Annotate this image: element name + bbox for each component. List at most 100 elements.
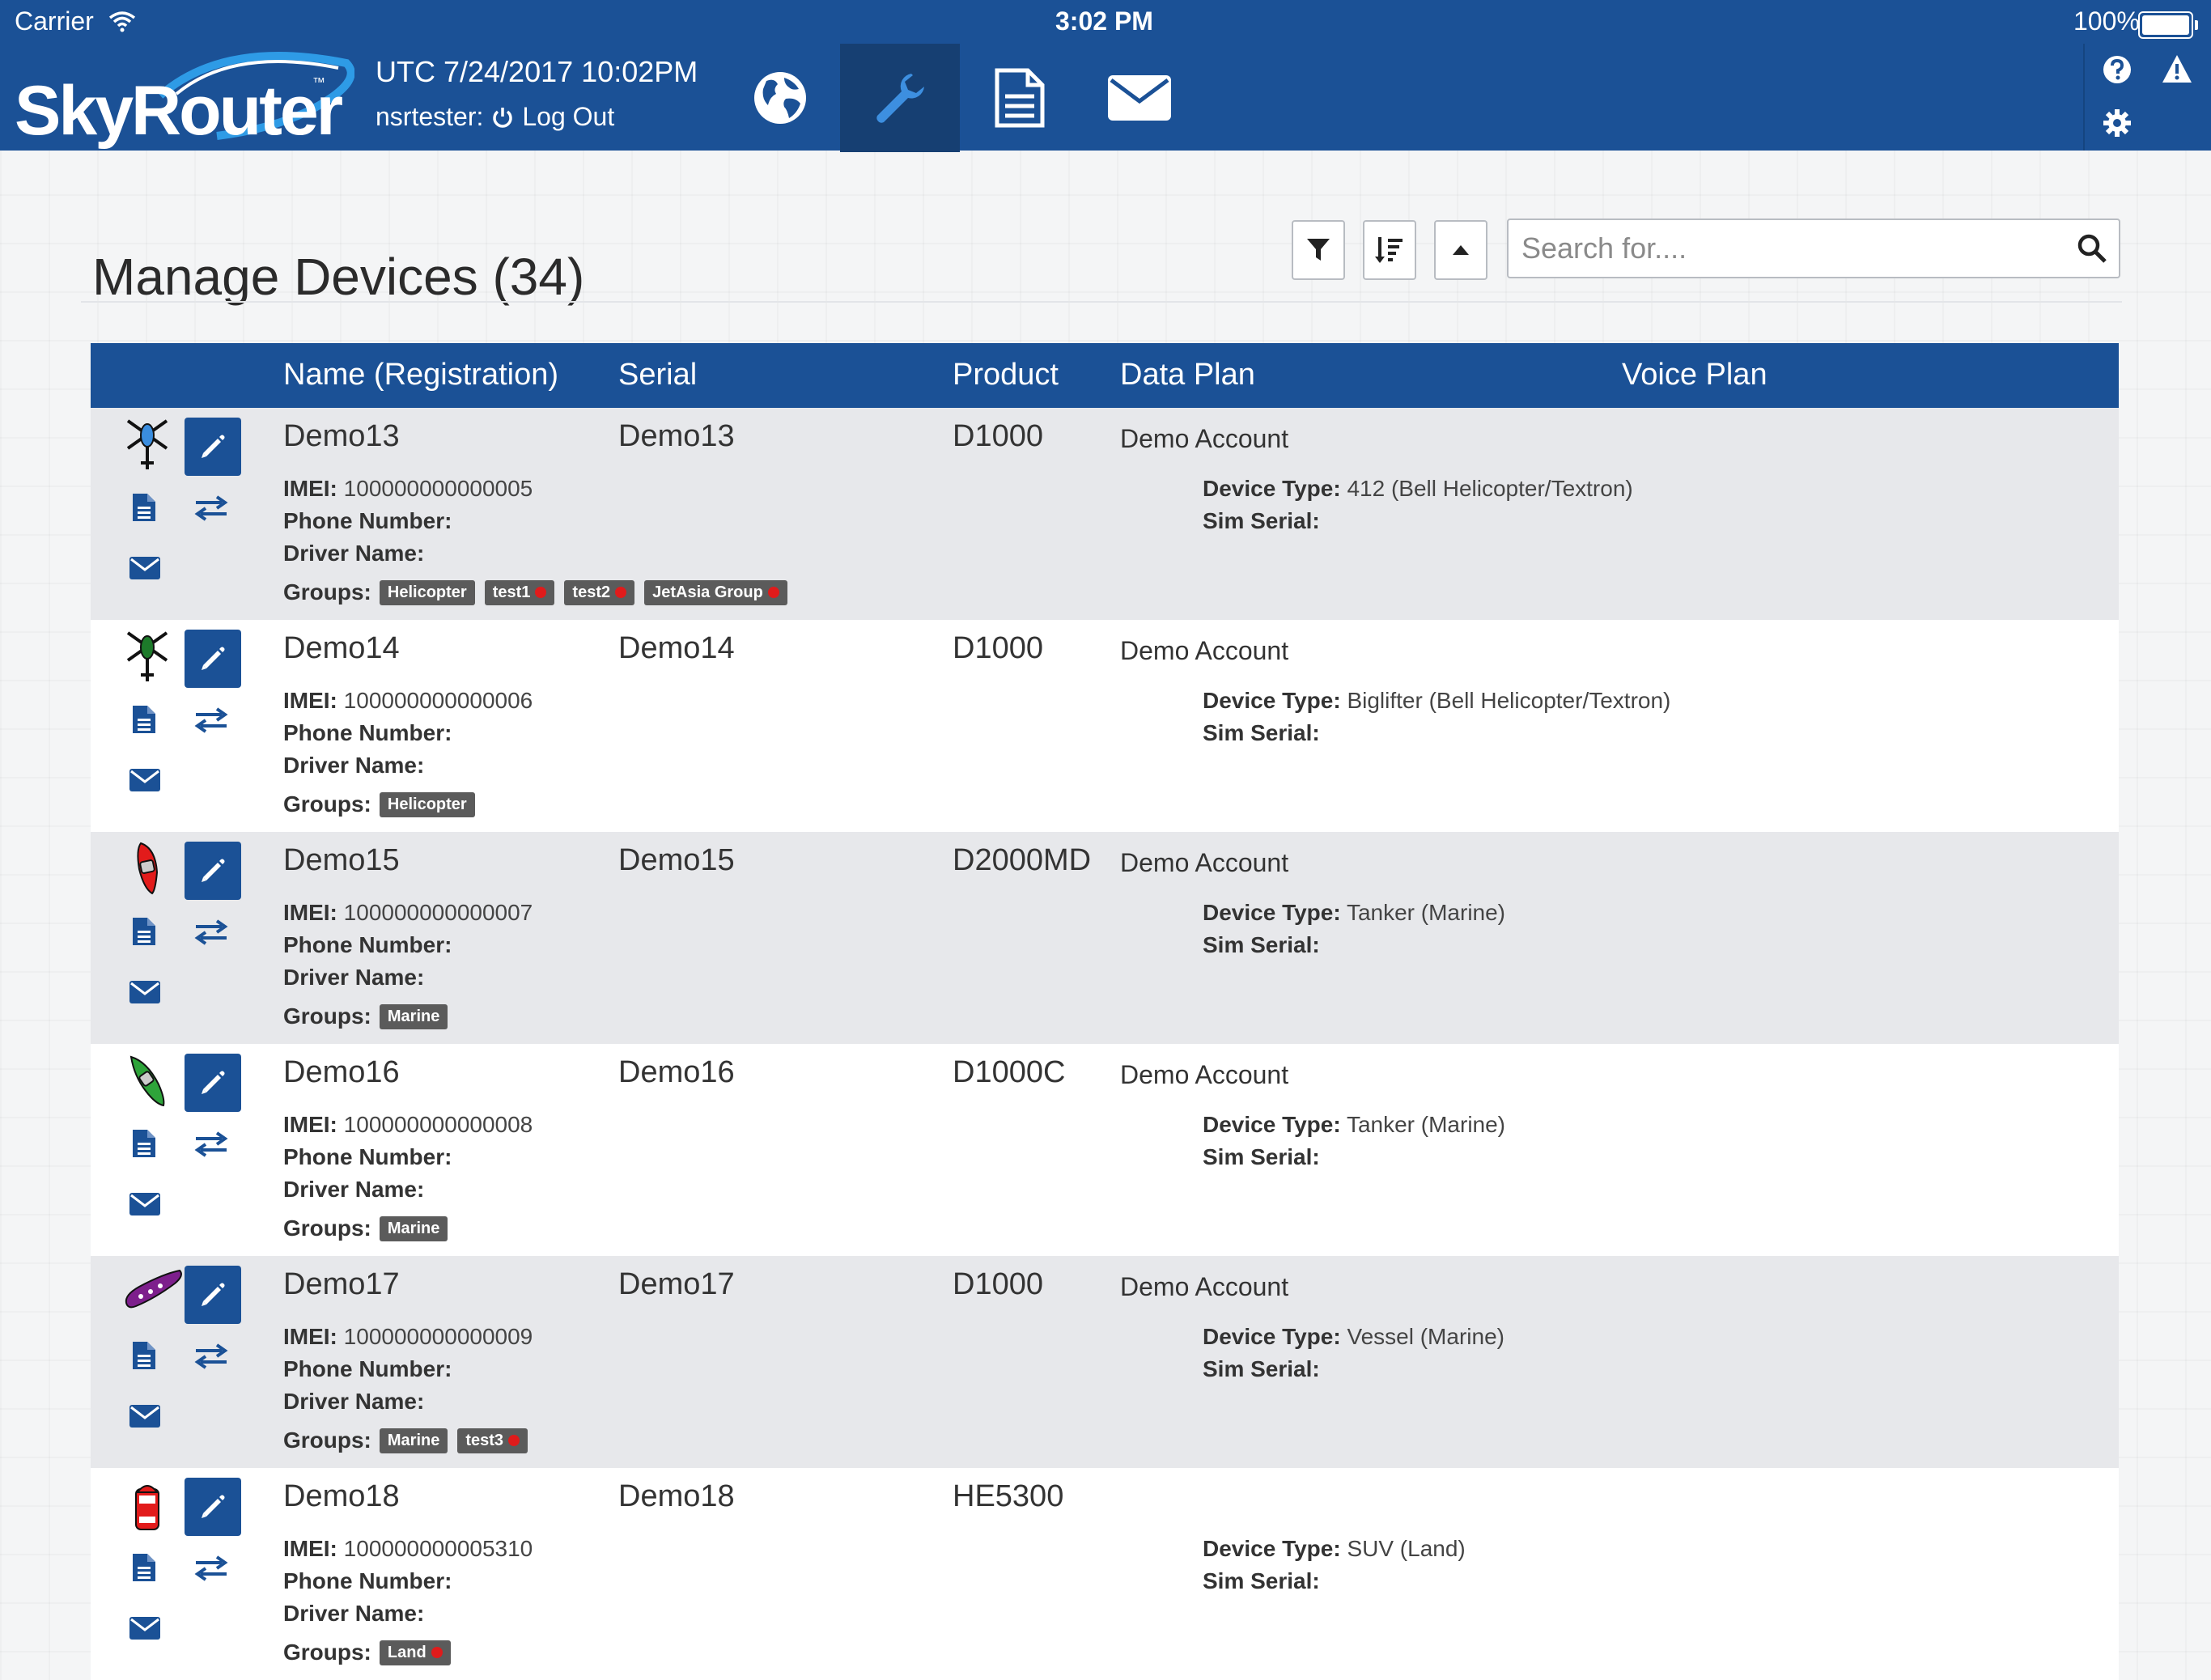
- search-input[interactable]: [1520, 228, 2057, 269]
- group-tag[interactable]: Helicopter: [379, 791, 475, 817]
- power-icon[interactable]: [491, 105, 514, 129]
- nav-manage-button[interactable]: [840, 44, 960, 152]
- phone-line: Phone Number:: [283, 1568, 452, 1593]
- document-icon[interactable]: [131, 1552, 157, 1583]
- car-red-icon: [135, 1485, 159, 1530]
- group-tag[interactable]: Marine: [379, 1003, 448, 1029]
- device-product: HE5300: [953, 1479, 1064, 1513]
- document-icon: [995, 68, 1045, 128]
- device-name[interactable]: Demo18: [283, 1479, 400, 1513]
- document-icon[interactable]: [131, 1340, 157, 1371]
- transfer-icon[interactable]: [194, 919, 228, 945]
- envelope-icon[interactable]: [129, 1193, 160, 1215]
- device-name[interactable]: Demo17: [283, 1267, 400, 1301]
- driver-line: Driver Name:: [283, 1177, 425, 1202]
- envelope-icon[interactable]: [129, 769, 160, 791]
- remove-tag-icon[interactable]: [535, 587, 547, 598]
- envelope-icon[interactable]: [129, 1405, 160, 1428]
- envelope-icon[interactable]: [129, 1617, 160, 1640]
- imei-line: IMEI: 100000000005310: [283, 1536, 533, 1561]
- table-row: Demo13 Demo13 D1000 Demo Account IMEI: 1…: [91, 408, 2119, 620]
- helicopter-blue-icon: [123, 416, 172, 473]
- nav-reports-button[interactable]: [960, 44, 1080, 152]
- nav-map-button[interactable]: [720, 44, 840, 152]
- col-data-plan-header[interactable]: Data Plan: [1120, 358, 1255, 392]
- device-serial: Demo14: [618, 631, 735, 665]
- vessel-purple-icon: [125, 1269, 182, 1309]
- group-tag[interactable]: test3: [457, 1428, 528, 1453]
- nav-messages-button[interactable]: [1080, 44, 1199, 152]
- pencil-icon: [202, 1495, 225, 1518]
- group-tag[interactable]: Helicopter: [379, 579, 475, 605]
- device-data-plan: Demo Account: [1120, 848, 1289, 877]
- table-header: Name (Registration) Serial Product Data …: [91, 343, 2119, 408]
- col-name-header[interactable]: Name (Registration): [283, 358, 558, 392]
- sort-icon: [1375, 237, 1403, 263]
- globe-icon: [754, 72, 806, 124]
- device-type-line: Device Type: 412 (Bell Helicopter/Textro…: [1203, 476, 1633, 501]
- edit-button[interactable]: [185, 418, 241, 476]
- groups-line: Groups: Marine test3: [283, 1428, 533, 1453]
- table-row: Demo14 Demo14 D1000 Demo Account IMEI: 1…: [91, 620, 2119, 832]
- sim-serial-line: Sim Serial:: [1203, 1568, 1320, 1593]
- transfer-icon[interactable]: [194, 707, 228, 733]
- remove-tag-icon[interactable]: [508, 1435, 520, 1446]
- document-icon[interactable]: [131, 492, 157, 523]
- clock-label: 3:02 PM: [1055, 6, 1153, 36]
- edit-button[interactable]: [185, 1478, 241, 1536]
- table-row: Demo16 Demo16 D1000C Demo Account IMEI: …: [91, 1044, 2119, 1256]
- col-serial-header[interactable]: Serial: [618, 358, 698, 392]
- group-tag[interactable]: test1: [484, 579, 555, 605]
- edit-button[interactable]: [185, 842, 241, 900]
- device-type-line: Device Type: SUV (Land): [1203, 1536, 1466, 1561]
- groups-line: Groups: Helicopter test1 test2 JetAsia Group: [283, 579, 792, 605]
- remove-tag-icon[interactable]: [767, 587, 779, 598]
- phone-line: Phone Number:: [283, 508, 452, 533]
- transfer-icon[interactable]: [194, 495, 228, 521]
- edit-button[interactable]: [185, 1054, 241, 1112]
- transfer-icon[interactable]: [194, 1555, 228, 1581]
- device-serial: Demo15: [618, 843, 735, 877]
- envelope-icon[interactable]: [129, 557, 160, 579]
- edit-button[interactable]: [185, 630, 241, 688]
- device-name[interactable]: Demo16: [283, 1055, 400, 1089]
- remove-tag-icon[interactable]: [615, 587, 627, 598]
- group-tag[interactable]: test2: [564, 579, 635, 605]
- group-tag[interactable]: Marine: [379, 1428, 448, 1453]
- col-voice-plan-header[interactable]: Voice Plan: [1622, 358, 1768, 392]
- sort-button[interactable]: [1363, 220, 1416, 280]
- group-tag[interactable]: Land: [379, 1640, 451, 1665]
- transfer-icon[interactable]: [194, 1131, 228, 1157]
- settings-gear-icon[interactable]: [2103, 108, 2132, 138]
- filter-button[interactable]: [1292, 220, 1345, 280]
- helicopter-green-icon: [123, 628, 172, 685]
- skyrouter-logo[interactable]: SkyRouter ™: [15, 47, 354, 150]
- device-name[interactable]: Demo15: [283, 843, 400, 877]
- collapse-button[interactable]: [1434, 220, 1487, 280]
- transfer-icon[interactable]: [194, 1343, 228, 1369]
- group-tag[interactable]: JetAsia Group: [644, 579, 787, 605]
- help-icon[interactable]: [2103, 55, 2132, 84]
- device-product: D1000: [953, 1267, 1043, 1301]
- document-icon[interactable]: [131, 704, 157, 735]
- remove-tag-icon[interactable]: [431, 1647, 443, 1658]
- imei-line: IMEI: 100000000000007: [283, 900, 533, 925]
- groups-line: Groups: Marine: [283, 1003, 452, 1029]
- user-line: nsrtester: Log Out: [376, 102, 614, 132]
- edit-button[interactable]: [185, 1266, 241, 1324]
- phone-line: Phone Number:: [283, 932, 452, 957]
- helicopter-blue-icon: [126, 419, 168, 469]
- search-icon[interactable]: [2077, 233, 2107, 264]
- utc-datetime: UTC 7/24/2017 10:02PM: [376, 55, 698, 88]
- device-name[interactable]: Demo13: [283, 419, 400, 453]
- device-name[interactable]: Demo14: [283, 631, 400, 665]
- group-tag[interactable]: Marine: [379, 1215, 448, 1241]
- document-icon[interactable]: [131, 1128, 157, 1159]
- col-product-header[interactable]: Product: [953, 358, 1059, 392]
- groups-line: Groups: Land: [283, 1640, 456, 1665]
- battery-icon: [2138, 11, 2198, 39]
- alert-icon[interactable]: [2161, 53, 2193, 84]
- logout-link[interactable]: Log Out: [522, 102, 615, 131]
- envelope-icon[interactable]: [129, 981, 160, 1003]
- document-icon[interactable]: [131, 916, 157, 947]
